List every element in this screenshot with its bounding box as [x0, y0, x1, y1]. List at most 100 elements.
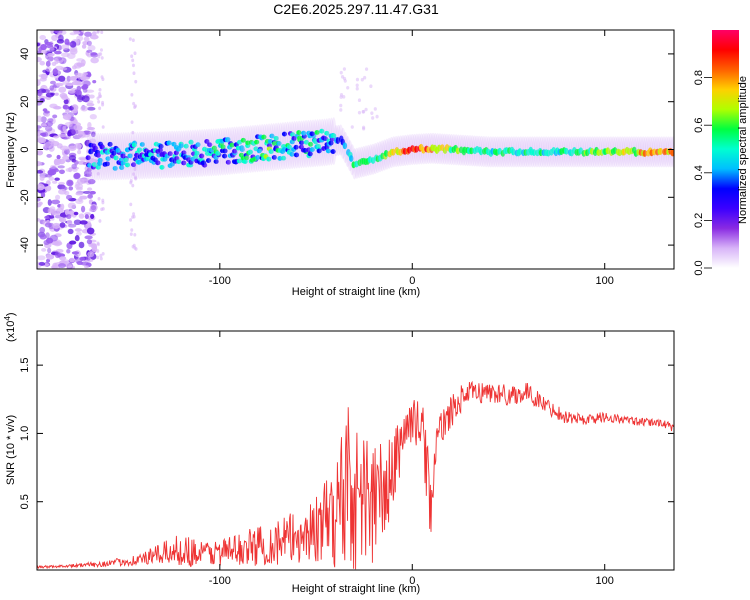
heatmap-noise-cell [37, 202, 42, 208]
heatmap-ridge-cell [267, 139, 274, 144]
heatmap-noise-cell [37, 90, 42, 97]
heatmap-ridge-cell [213, 159, 219, 164]
heatmap-noise-cell [38, 47, 43, 51]
snr-x-label: Height of straight line (km) [292, 583, 420, 595]
heatmap-noise-cell [62, 113, 72, 120]
heatmap-ridge-cell [322, 136, 328, 142]
heatmap-noise-cell [91, 31, 97, 36]
heatmap-noise-cell [54, 92, 59, 96]
heatmap-noise-cell [37, 183, 45, 191]
heatmap-halo-cell [122, 132, 129, 180]
snr-y-multiplier-exp: 4 [3, 316, 12, 321]
heatmap-halo-cell [102, 132, 109, 181]
heatmap-noise-cell [89, 190, 96, 195]
heatmap-noise-cell [357, 98, 362, 103]
snr-x-ticks: -100 0 100 [209, 331, 614, 587]
heatmap-ridge-cell [221, 153, 228, 159]
heatmap-noise-cell [129, 179, 133, 183]
heatmap-noise-cell [59, 216, 65, 222]
spectrogram-x-tick-label: -100 [209, 275, 231, 287]
heatmap-ridge-cell [407, 146, 412, 154]
spectrogram-x-ticks: -100 0 100 [209, 30, 614, 287]
heatmap-noise-cell [132, 214, 136, 219]
snr-x-tick-label: -100 [209, 575, 231, 587]
snr-y-multiplier: (x104) [3, 312, 17, 342]
heatmap-ridge-cell [247, 149, 254, 155]
heatmap-noise-cell [76, 35, 84, 42]
heatmap-noise-cell [37, 255, 46, 261]
heatmap-noise-cell [96, 242, 100, 247]
heatmap-noise-cell [77, 149, 82, 155]
heatmap-noise-cell [44, 215, 50, 220]
heatmap-ridge-cell [307, 151, 313, 157]
heatmap-ridge-cell [308, 141, 314, 147]
heatmap-noise-cell [67, 228, 74, 235]
heatmap-noise-cell [37, 115, 43, 123]
heatmap-ridge-cell [244, 155, 250, 161]
spectrogram-y-tick-label: 40 [19, 48, 31, 60]
heatmap-noise-cell [37, 56, 42, 63]
heatmap-noise-cell [47, 247, 52, 254]
heatmap-noise-cell [57, 165, 65, 169]
heatmap-noise-cell [364, 67, 369, 71]
heatmap-ridge-cell [455, 147, 461, 155]
spectrogram-x-tick-label: 100 [596, 275, 614, 287]
heatmap-ridge-cell [271, 155, 277, 160]
heatmap-noise-cell [134, 79, 138, 84]
heatmap-noise-cell [86, 239, 93, 245]
heatmap-noise-cell [37, 50, 42, 55]
heatmap-ridge-cell [335, 137, 341, 144]
snr-y-multiplier-close: ) [5, 312, 17, 316]
heatmap-noise-cell [361, 109, 365, 114]
heatmap-ridge-cell [240, 137, 246, 143]
heatmap-noise-cell [71, 80, 81, 86]
heatmap-ridge-cell [115, 148, 121, 153]
heatmap-noise-cell [133, 232, 137, 237]
heatmap-ridge-cell [319, 128, 325, 134]
heatmap-noise-cell [364, 107, 368, 112]
heatmap-noise-cell [39, 234, 47, 240]
heatmap-ridge-cell [95, 152, 101, 158]
heatmap-noise-cell [101, 198, 105, 203]
heatmap-noise-cell [68, 145, 77, 151]
snr-x-tick-label: 100 [596, 575, 614, 587]
heatmap-noise-cell [130, 228, 134, 232]
heatmap-noise-cell [58, 34, 64, 42]
heatmap-noise-cell [40, 73, 48, 80]
heatmap-noise-cell [90, 213, 95, 219]
heatmap-noise-cell [56, 159, 62, 163]
heatmap-noise-cell [75, 231, 82, 236]
heatmap-ridge-cell [105, 156, 111, 162]
heatmap-ridge-cell [289, 151, 295, 157]
heatmap-noise-cell [47, 199, 52, 206]
heatmap-noise-cell [90, 131, 96, 138]
heatmap-noise-cell [43, 141, 53, 149]
heatmap-noise-cell [37, 42, 41, 47]
heatmap-noise-cell [62, 80, 70, 85]
heatmap-noise-cell [63, 98, 69, 105]
heatmap-noise-cell [40, 192, 46, 198]
heatmap-noise-cell [87, 251, 95, 258]
heatmap-ridge-cell [328, 140, 334, 146]
heatmap-noise-cell [373, 107, 377, 111]
heatmap-noise-cell [86, 227, 95, 235]
snr-y-tick-label: 0.5 [19, 494, 31, 509]
heatmap-noise-cell [52, 114, 58, 119]
heatmap-noise-cell [45, 66, 52, 72]
heatmap-noise-cell [101, 125, 105, 129]
heatmap-noise-cell [76, 58, 84, 62]
heatmap-noise-cell [37, 95, 47, 100]
heatmap-noise-cell [133, 51, 137, 56]
heatmap-noise-cell [76, 143, 82, 151]
heatmap-ridge-cell [658, 147, 664, 155]
chart-title: C2E6.2025.297.11.47.G31 [273, 1, 439, 17]
heatmap-noise-cell [37, 197, 41, 202]
heatmap-noise-cell [89, 138, 97, 144]
snr-x-tick-label: 0 [409, 575, 415, 587]
colorbar-tick-label: 0.8 [693, 70, 705, 85]
heatmap-noise-cell [86, 49, 93, 53]
heatmap-noise-cell [96, 171, 100, 176]
snr-y-ticks: 0.5 1.0 1.5 [19, 357, 674, 509]
heatmap-noise-cell [339, 103, 343, 108]
heatmap-noise-cell [73, 62, 83, 69]
